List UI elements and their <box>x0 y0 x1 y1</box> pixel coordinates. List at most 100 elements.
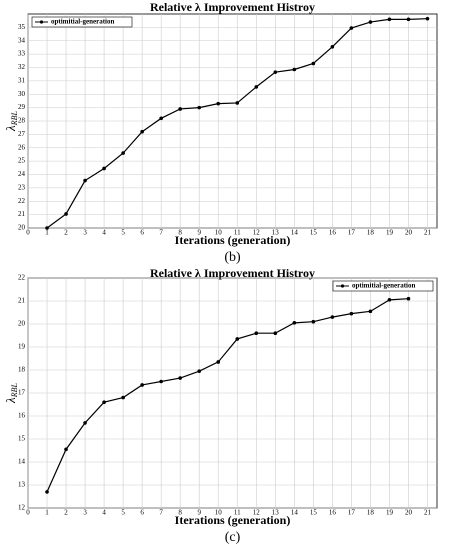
y-axis-subscript: RBL <box>10 111 19 127</box>
x-tick-label: 4 <box>102 229 106 237</box>
x-tick-label: 9 <box>197 509 201 517</box>
point <box>178 107 182 111</box>
y-tick-label: 19 <box>18 343 26 351</box>
point <box>45 226 49 230</box>
x-tick-label: 3 <box>83 229 87 237</box>
legend-marker <box>340 284 345 288</box>
x-tick-label: 17 <box>348 509 356 517</box>
caption: (b) <box>224 250 241 265</box>
point <box>140 129 144 134</box>
point <box>64 447 68 452</box>
x-tick-label: 0 <box>26 509 30 517</box>
y-tick-label: 20 <box>18 224 26 232</box>
x-tick-label: 6 <box>140 509 144 517</box>
x-tick-label: 15 <box>310 509 318 517</box>
y-tick-label: 22 <box>18 197 26 205</box>
point <box>159 379 163 384</box>
x-tick-label: 19 <box>386 229 394 237</box>
y-axis-label: λRBL <box>3 383 19 404</box>
x-tick-label: 13 <box>272 509 280 517</box>
y-tick-label: 18 <box>18 366 26 374</box>
x-tick-label: 11 <box>234 509 241 517</box>
point <box>368 309 373 314</box>
x-tick-label: 21 <box>424 509 432 517</box>
y-axis-label: λRBL <box>3 111 19 132</box>
y-tick-label: 34 <box>18 36 26 44</box>
x-tick-label: 1 <box>45 229 49 237</box>
point <box>121 395 125 400</box>
y-tick-label: 29 <box>18 103 26 111</box>
x-tick-label: 17 <box>348 229 356 237</box>
y-tick-label: 22 <box>18 274 26 282</box>
x-tick-label: 12 <box>253 229 261 237</box>
x-tick-label: 18 <box>367 229 375 237</box>
x-tick-label: 18 <box>367 509 375 517</box>
y-tick-label: 25 <box>18 157 26 165</box>
caption: (c) <box>225 530 241 545</box>
x-tick-label: 16 <box>329 509 337 517</box>
point <box>45 490 49 494</box>
y-tick-label: 21 <box>18 210 26 218</box>
legend-label: optimitial-generation <box>51 18 114 26</box>
point <box>368 20 373 24</box>
x-tick-label: 20 <box>405 509 413 517</box>
x-tick-label: 5 <box>121 509 125 517</box>
point <box>83 421 87 425</box>
point <box>121 151 125 155</box>
y-tick-label: 31 <box>18 76 26 84</box>
y-tick-label: 12 <box>18 504 26 512</box>
y-tick-label: 26 <box>18 143 26 151</box>
point <box>349 311 354 316</box>
x-tick-label: 10 <box>215 509 223 517</box>
point <box>102 166 106 171</box>
x-tick-label: 15 <box>310 229 318 237</box>
x-tick-label: 9 <box>197 229 201 237</box>
point <box>197 369 202 373</box>
y-tick-label: 33 <box>18 50 26 58</box>
y-tick-label: 14 <box>18 458 26 466</box>
x-tick-label: 11 <box>234 229 241 237</box>
legend-label: optimitial-generation <box>352 282 415 290</box>
y-tick-label: 32 <box>18 63 26 71</box>
x-tick-label: 19 <box>386 509 394 517</box>
point <box>254 331 259 336</box>
chart-title: Relative λ Improvement Histroy <box>150 266 315 280</box>
point <box>197 105 202 110</box>
x-tick-label: 5 <box>121 229 125 237</box>
point <box>140 383 144 387</box>
point <box>216 360 221 364</box>
y-tick-label: 35 <box>18 23 26 31</box>
y-axis-symbol: λ <box>3 397 18 404</box>
x-tick-label: 14 <box>291 229 299 237</box>
x-tick-label: 7 <box>159 509 163 517</box>
x-axis-label: Iterations (generation) <box>175 513 291 527</box>
x-tick-label: 3 <box>83 509 87 517</box>
y-tick-label: 23 <box>18 183 26 191</box>
x-tick-label: 16 <box>329 229 337 237</box>
y-tick-label: 30 <box>18 90 26 98</box>
point <box>159 116 163 121</box>
point <box>292 321 297 325</box>
x-tick-label: 1 <box>45 509 49 517</box>
series-line <box>46 298 409 493</box>
x-tick-label: 21 <box>424 229 432 237</box>
point <box>235 101 240 105</box>
x-axis-label: Iterations (generation) <box>175 233 291 247</box>
point <box>273 70 278 74</box>
y-axis-subscript: RBL <box>10 383 19 399</box>
point <box>330 315 335 319</box>
x-tick-label: 2 <box>64 229 68 237</box>
x-tick-label: 13 <box>272 229 280 237</box>
point <box>83 178 87 183</box>
point <box>102 400 106 405</box>
point <box>387 298 392 302</box>
point <box>178 376 182 380</box>
legend-marker <box>39 20 44 24</box>
x-tick-label: 8 <box>178 509 182 517</box>
point <box>64 212 68 216</box>
x-tick-label: 10 <box>215 229 223 237</box>
point <box>216 101 221 106</box>
point <box>235 337 240 341</box>
y-tick-label: 28 <box>18 117 26 125</box>
